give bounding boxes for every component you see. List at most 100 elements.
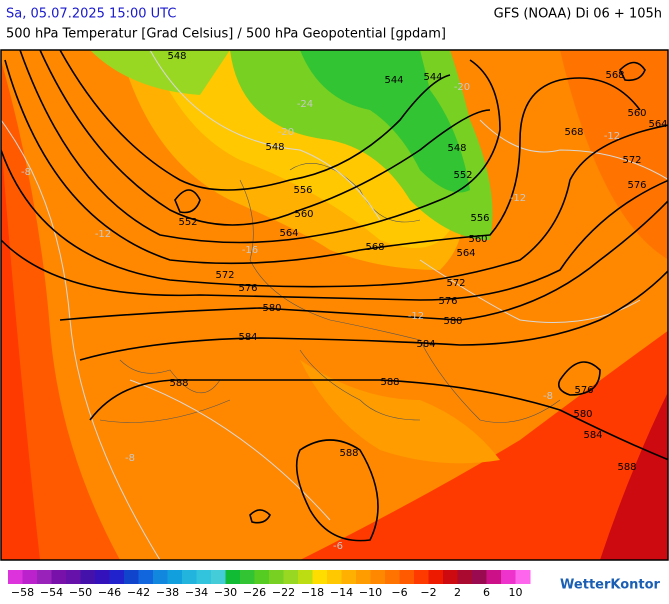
legend-swatch	[283, 570, 299, 584]
legend-swatch	[95, 570, 110, 584]
temperature-labels: -24 -20 -20 -16 -12 -12 -12 -12 -8 -8 -8…	[21, 82, 620, 552]
contour-label: 568	[564, 127, 583, 138]
legend-swatch	[515, 570, 531, 584]
legend-label: −46	[98, 586, 121, 599]
temperature-label: -12	[95, 229, 111, 240]
contour-label: 560	[627, 108, 646, 119]
legend-label: −22	[272, 586, 295, 599]
timestamp: Sa, 05.07.2025 15:00 UTC	[6, 7, 176, 22]
field-orange-med	[300, 360, 500, 464]
field-green-dark	[300, 50, 470, 193]
legend-label: −50	[69, 586, 92, 599]
legend-label: −30	[214, 586, 237, 599]
contour-label: 572	[215, 270, 234, 281]
legend-swatch	[472, 570, 487, 584]
subtitle: 500 hPa Temperatur [Grad Celsius] / 500 …	[6, 27, 446, 42]
contour-label: 572	[622, 155, 641, 166]
contour-label: 568	[365, 242, 384, 253]
field-darkred-west	[1, 140, 40, 560]
contour-label: 576	[438, 296, 457, 307]
contour-label: 548	[265, 142, 284, 153]
legend-swatch	[414, 570, 429, 584]
contour-label: 584	[583, 430, 602, 441]
legend-swatch	[80, 570, 96, 584]
legend-swatch	[385, 570, 400, 584]
legend-swatch	[167, 570, 183, 584]
temperature-label: -12	[510, 193, 526, 204]
contour-label: 568	[605, 70, 624, 81]
legend-swatch	[66, 570, 81, 584]
legend-swatch	[124, 570, 139, 584]
temperature-label: -8	[21, 167, 31, 178]
geopotential-isolines	[1, 50, 668, 542]
temperature-isolines	[1, 50, 668, 560]
legend-label: −54	[40, 586, 63, 599]
contour-label: 548	[167, 51, 186, 62]
legend-swatch	[196, 570, 212, 584]
legend-swatch	[428, 570, 444, 584]
brand-logo: WetterKontor	[560, 578, 661, 593]
contour-label: 588	[617, 462, 636, 473]
contour-label: 544	[384, 75, 403, 86]
contour-label: 560	[468, 234, 487, 245]
temperature-label: -20	[454, 82, 470, 93]
field-orange-ne	[560, 50, 668, 260]
temperature-label: -8	[125, 453, 135, 464]
contour-label: 576	[574, 385, 593, 396]
coastlines	[99, 163, 561, 423]
legend-swatch	[486, 570, 502, 584]
field-red-southeast	[300, 330, 668, 560]
legend-label: −6	[391, 586, 407, 599]
legend-label: −10	[359, 586, 382, 599]
legend-swatch	[37, 570, 52, 584]
model-run: GFS (NOAA) Di 06 + 105h	[494, 7, 662, 22]
legend-label: −2	[420, 586, 436, 599]
contour-label: 552	[178, 217, 197, 228]
contour-label: 588	[380, 377, 399, 388]
contour-label: 584	[238, 332, 257, 343]
legend-label: 6	[483, 586, 490, 599]
contour-label: 556	[293, 185, 312, 196]
map: 548 544 544 548 552 556 560 564 568 572 …	[0, 49, 669, 561]
legend-label: −34	[185, 586, 208, 599]
contour-label: 572	[446, 278, 465, 289]
legend-swatch	[356, 570, 371, 584]
contour-label: 584	[416, 339, 435, 350]
legend-swatch	[312, 570, 328, 584]
legend-swatch	[298, 570, 313, 584]
contour-label: 580	[262, 303, 281, 314]
map-frame	[0, 49, 669, 561]
contour-label: 556	[470, 213, 489, 224]
color-legend: −58 −54 −50 −46 −42 −38 −34 −30 −26 −22 −18 −14 −10−…	[8, 570, 531, 599]
legend-swatch	[22, 570, 38, 584]
legend-label: −58	[11, 586, 34, 599]
legend-swatch	[399, 570, 415, 584]
contour-label: 564	[456, 248, 475, 259]
temperature-label: -8	[543, 391, 553, 402]
contour-label: 576	[627, 180, 646, 191]
legend-label: 2	[454, 586, 461, 599]
contour-label: 544	[423, 72, 442, 83]
field-darkred-east	[600, 392, 668, 560]
legend-swatch	[327, 570, 342, 584]
contour-label: 552	[453, 170, 472, 181]
legend-swatch	[370, 570, 386, 584]
temperature-label: -20	[278, 127, 294, 138]
contour-label: 564	[279, 228, 298, 239]
legend-swatch	[109, 570, 125, 584]
legend-label: −26	[243, 586, 266, 599]
temperature-label: -12	[408, 311, 424, 322]
legend-swatch	[51, 570, 67, 584]
temperature-label: -24	[297, 99, 313, 110]
contour-label: 580	[443, 316, 462, 327]
contour-label: 588	[339, 448, 358, 459]
legend-swatch	[457, 570, 473, 584]
temperature-label: -6	[333, 541, 343, 552]
contour-label: 588	[169, 378, 188, 389]
contour-label: 548	[447, 143, 466, 154]
legend-swatch	[501, 570, 516, 584]
legend-swatch	[182, 570, 197, 584]
legend-swatch	[269, 570, 284, 584]
legend-label: −38	[156, 586, 179, 599]
